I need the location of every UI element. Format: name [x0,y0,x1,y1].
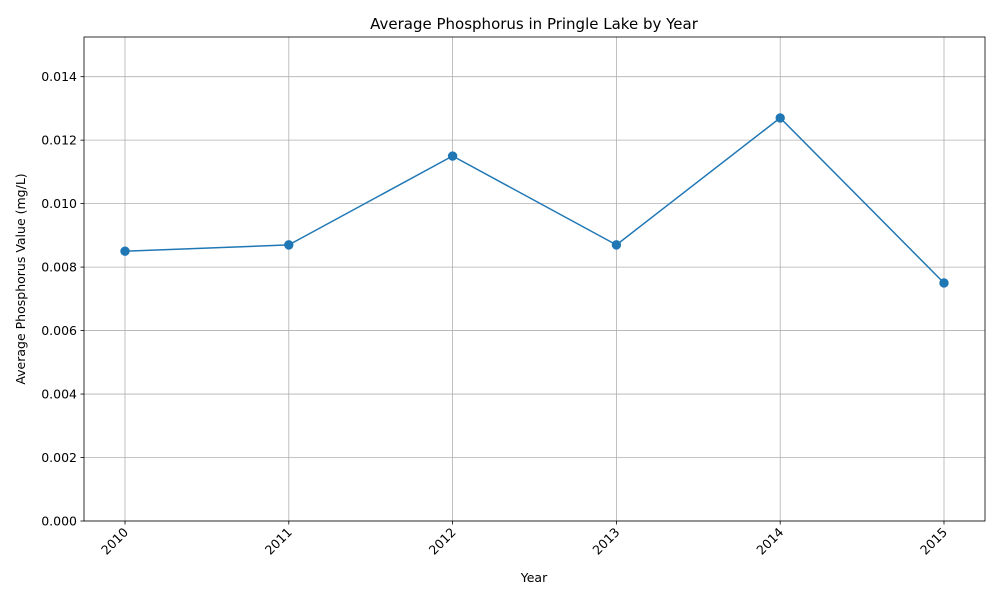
chart-title: Average Phosphorus in Pringle Lake by Ye… [370,15,699,33]
y-tick-label: 0.014 [41,69,77,84]
y-axis-ticks: 0.000 0.002 0.004 0.006 0.008 0.010 0.012 0.014 [41,69,84,529]
series-line [124,117,945,284]
data-point-2013 [611,240,622,250]
y-tick-label: 0.006 [41,323,77,338]
y-tick-label: 0.010 [41,196,77,211]
y-tick-label: 0.002 [41,450,77,465]
y-tick-label: 0.000 [41,514,77,529]
y-tick-label: 0.004 [41,387,77,402]
y-tick-label: 0.012 [41,133,77,148]
x-axis-title: Year [520,570,548,585]
data-point-2010 [120,246,130,256]
data-point-2015 [939,278,949,288]
data-point-2012 [447,151,458,161]
series-line-layer [124,117,945,284]
data-point-2014 [775,113,785,123]
plot-area-frame [83,36,986,522]
y-tick-label: 0.008 [41,260,77,275]
data-point-2011 [284,240,294,250]
data-point-markers [120,113,949,288]
y-axis-title: Average Phosphorus Value (mg/L) [13,173,28,384]
